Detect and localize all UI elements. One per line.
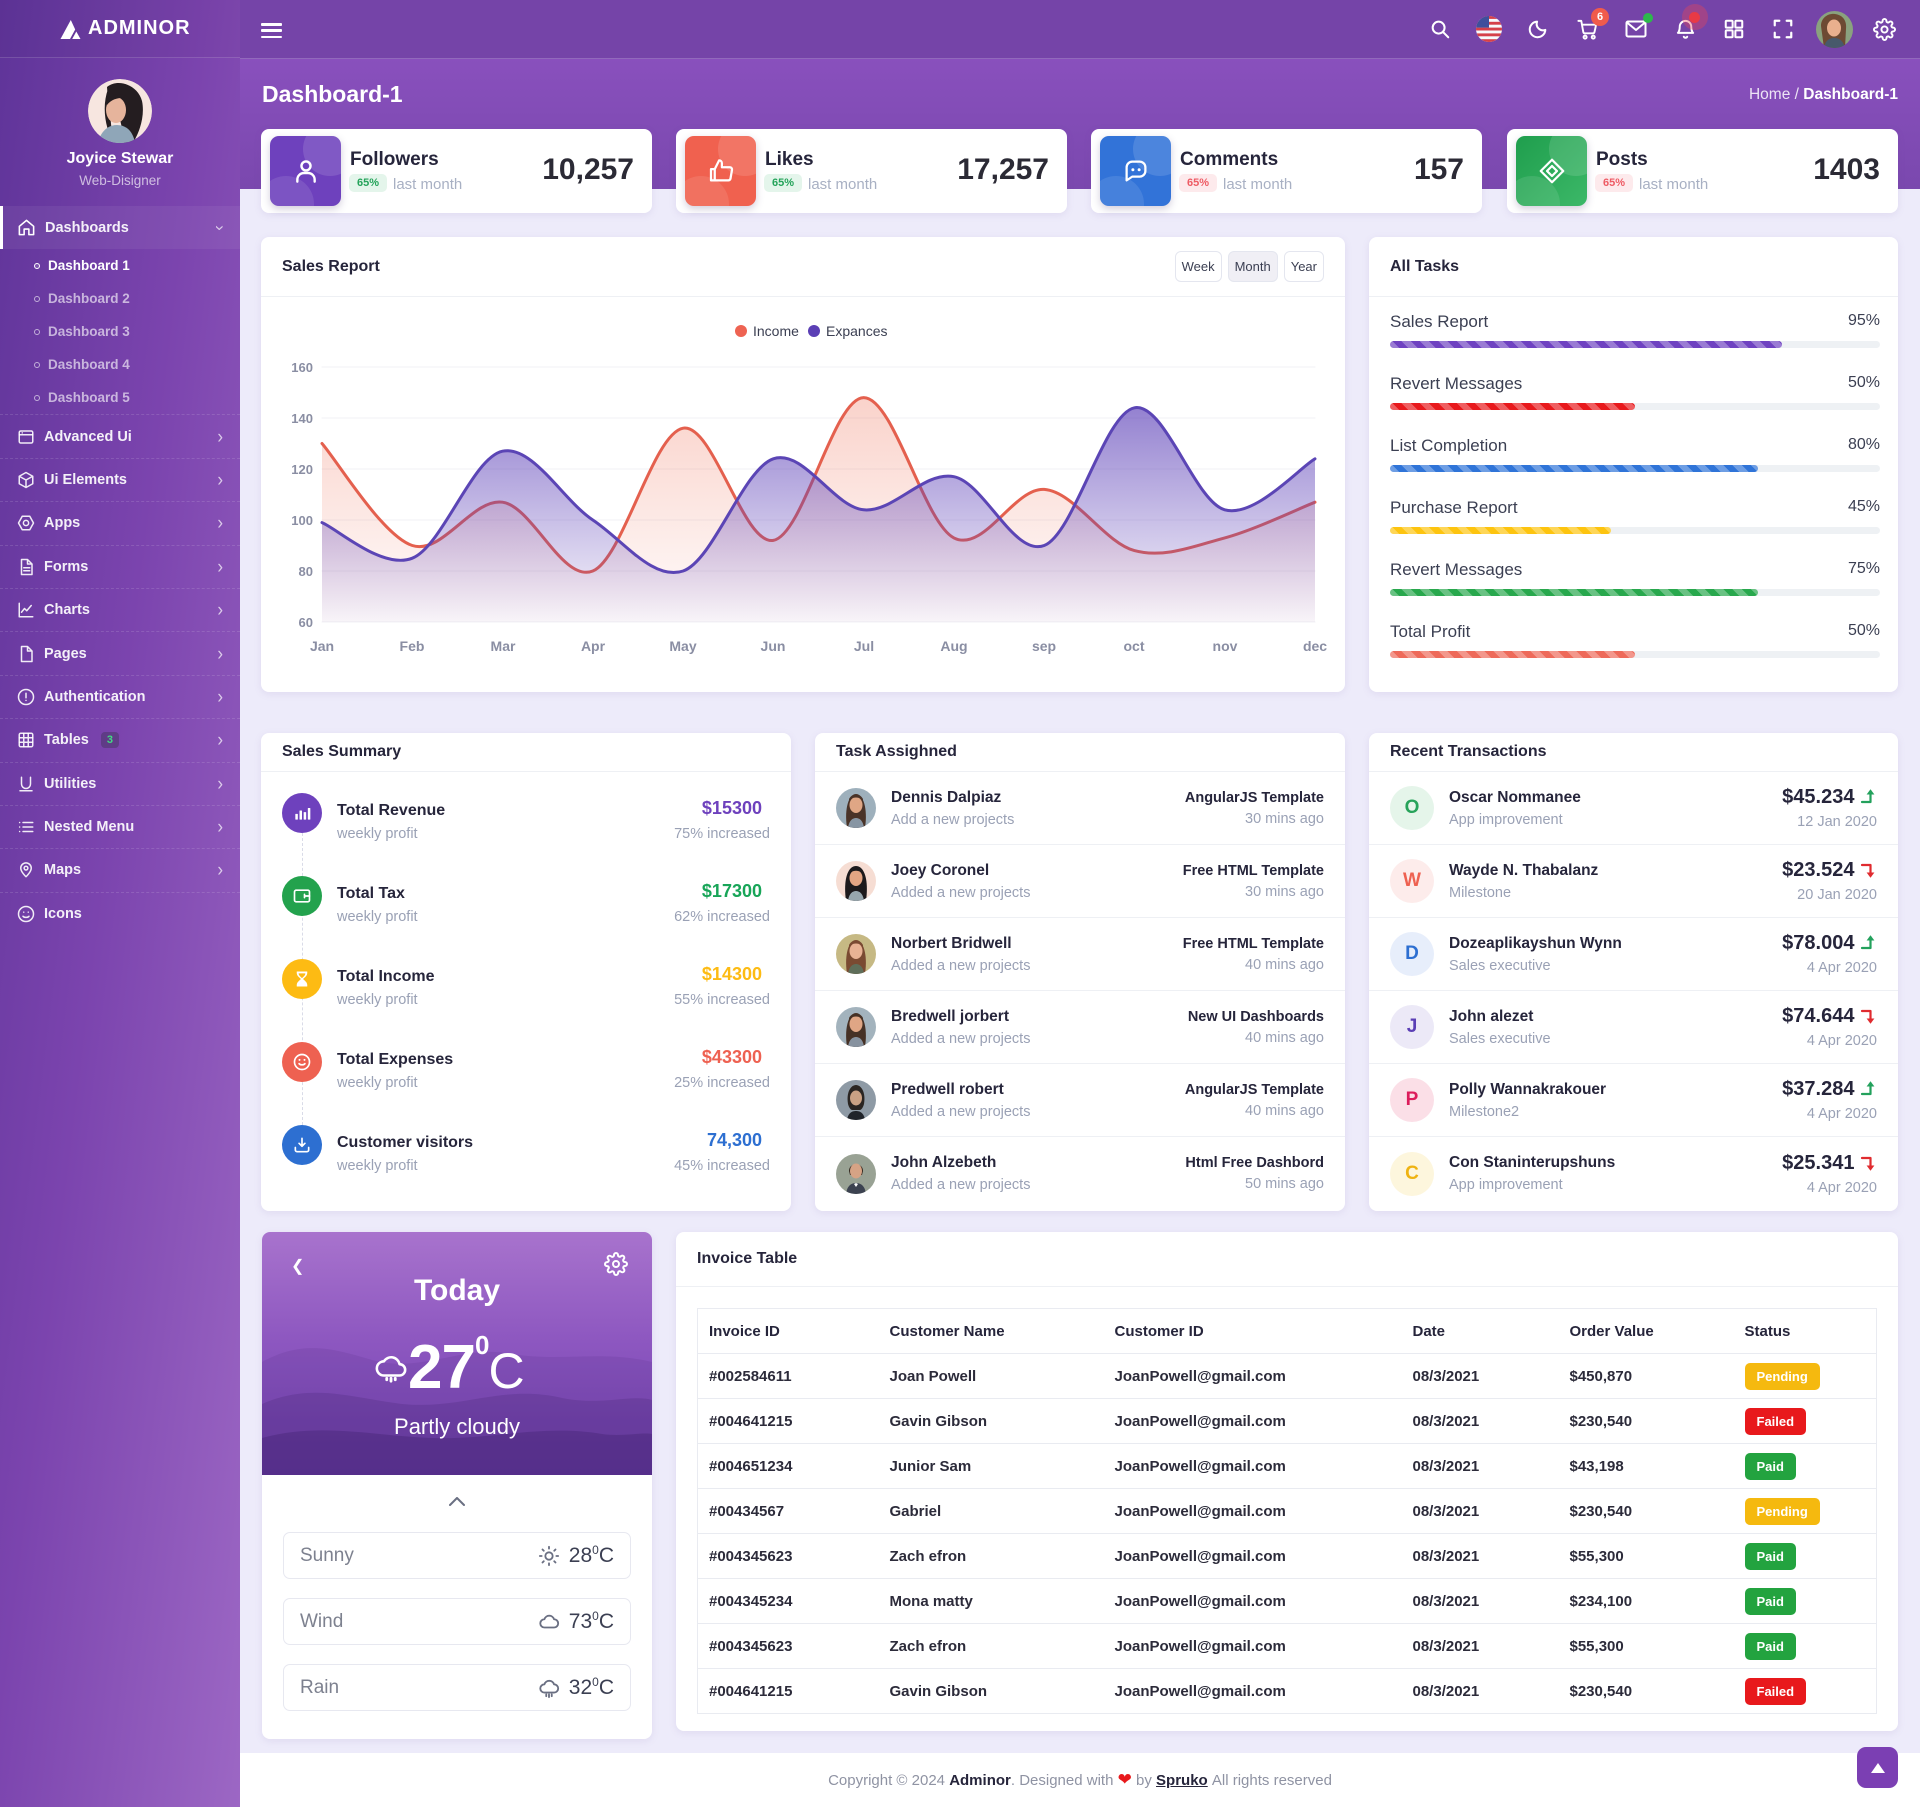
svg-text:Income: Income [753,323,799,339]
svg-text:Feb: Feb [400,638,425,654]
svg-text:60: 60 [299,615,313,630]
svg-text:Aug: Aug [940,638,967,654]
svg-text:Jul: Jul [854,638,874,654]
svg-text:120: 120 [291,462,313,477]
svg-text:Expances: Expances [826,323,887,339]
svg-text:sep: sep [1032,638,1056,654]
svg-text:Mar: Mar [491,638,516,654]
svg-text:May: May [669,638,696,654]
svg-text:nov: nov [1213,638,1238,654]
svg-text:dec: dec [1303,638,1327,654]
svg-text:80: 80 [299,564,313,579]
svg-text:Jan: Jan [310,638,334,654]
svg-text:Apr: Apr [581,638,606,654]
svg-text:140: 140 [291,411,313,426]
svg-text:Jun: Jun [761,638,786,654]
svg-text:100: 100 [291,513,313,528]
svg-text:160: 160 [291,360,313,375]
svg-text:oct: oct [1124,638,1145,654]
